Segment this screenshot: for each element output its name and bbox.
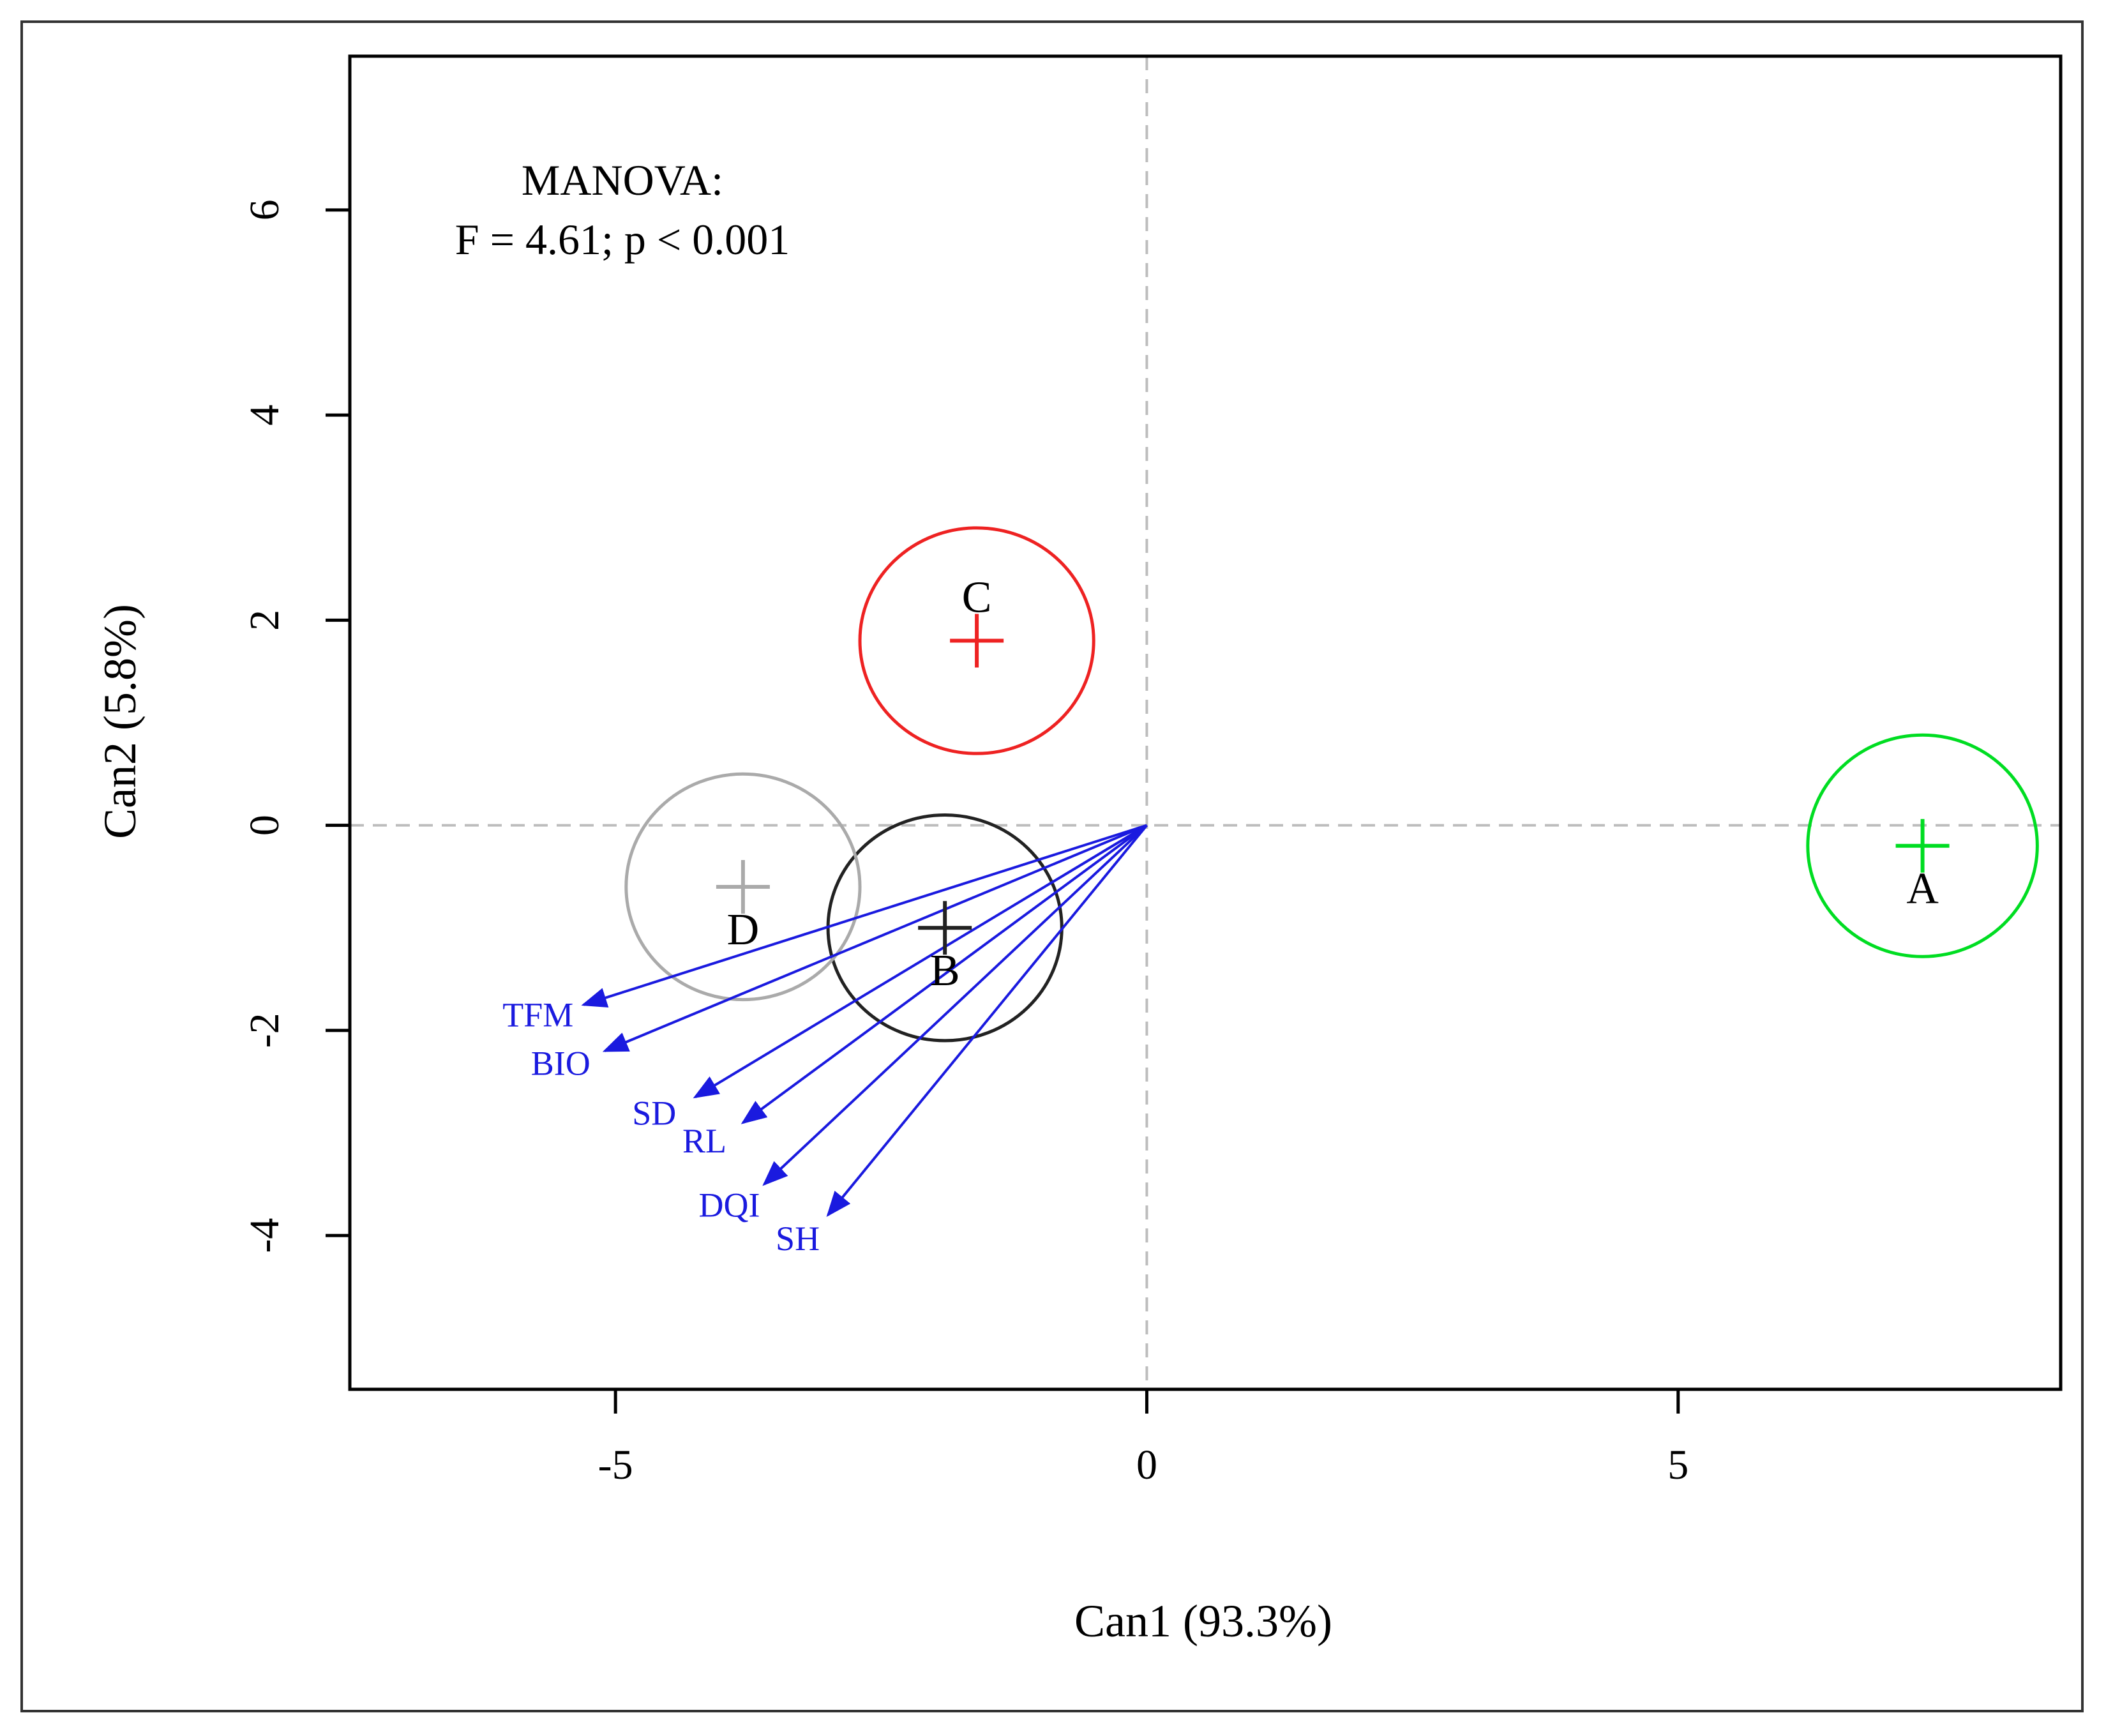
vector-sd-label: SD [632,1094,676,1132]
group-d-label: D [727,905,760,955]
vector-tfm-arrow [581,824,1148,1008]
manova-title: MANOVA: [522,156,723,204]
vector-tfm-label: TFM [502,995,573,1034]
group-c-label: C [962,573,992,623]
y-tick-label: -2 [241,1013,288,1048]
group-a-centroid [1895,819,1950,873]
vector-sd-arrow [693,824,1148,1099]
group-c-circle [858,526,1095,755]
vector-dqi-label: DQI [699,1186,760,1225]
group-c-centroid [950,614,1004,668]
group-b-centroid [918,901,972,955]
vector-rl-arrow [741,824,1148,1124]
y-tick-label: 2 [241,610,288,631]
y-axis-title: Can2 (5.8%) [94,604,146,839]
y-tick-label: -4 [241,1218,288,1253]
vector-rl-label: RL [682,1122,726,1160]
figure-frame [20,20,2084,1712]
vector-bio-arrow [602,824,1148,1052]
group-a-label: A [1906,864,1939,914]
y-tick-label: 4 [241,405,288,426]
vector-dqi-arrow [762,824,1148,1186]
vector-sh-arrow [826,824,1148,1218]
group-b-label: B [930,946,960,995]
group-a-circle [1806,733,2039,958]
vector-bio-label: BIO [531,1044,590,1082]
x-axis-title: Can1 (93.3%) [1074,1596,1332,1647]
plot-area [348,54,2063,1391]
group-d-circle [624,772,862,1002]
x-tick-label: -5 [598,1442,633,1488]
manova-statistics: F = 4.61; p < 0.001 [455,215,790,264]
x-tick-label: 5 [1667,1442,1689,1488]
x-tick-label: 0 [1136,1442,1157,1488]
group-d-centroid [716,859,770,914]
vector-sh-label: SH [776,1219,820,1258]
y-tick-label: 6 [241,199,288,220]
y-tick-label: 0 [241,815,288,836]
